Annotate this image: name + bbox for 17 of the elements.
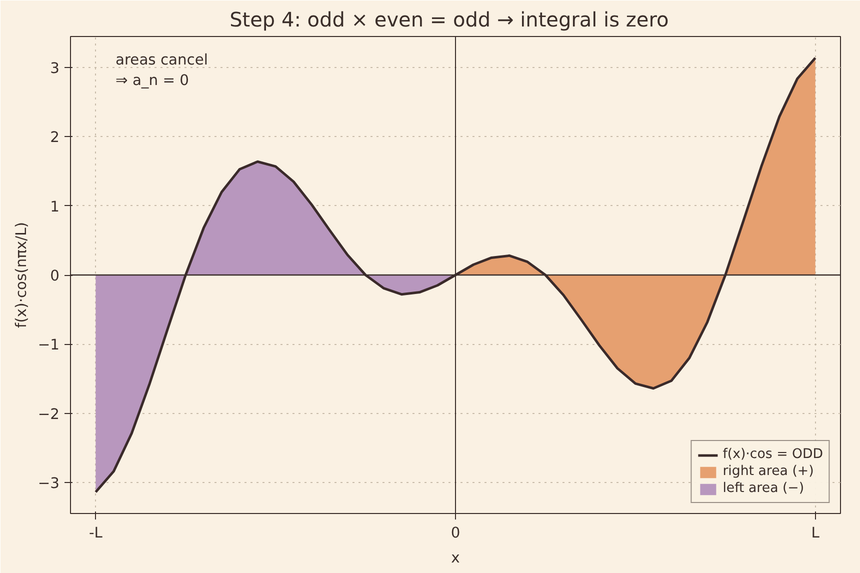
chart-title: Step 4: odd × even = odd → integral is zero	[230, 8, 669, 32]
y-tick-label: −2	[38, 406, 60, 423]
y-tick-label: −1	[38, 336, 60, 354]
y-tick-label: 0	[50, 268, 60, 284]
annotation: areas cancel ⇒ a_n = 0	[116, 52, 208, 89]
x-axis-title: x	[451, 550, 460, 566]
y-tick-label: 3	[50, 60, 60, 78]
y-tick-label: 2	[50, 129, 60, 146]
x-tick-label: L	[811, 524, 820, 542]
x-tick-label: -L	[88, 524, 104, 542]
y-tick-label: 1	[50, 198, 60, 216]
legend-label: f(x)·cos = ODD	[722, 447, 823, 462]
y-axis-title: f(x)·cos(nπx/L)	[12, 222, 30, 328]
legend-label: left area (−)	[722, 481, 804, 496]
x-tick-label: 0	[450, 524, 460, 542]
y-tick-label: −3	[38, 474, 60, 492]
legend-label: right area (+)	[722, 464, 814, 479]
